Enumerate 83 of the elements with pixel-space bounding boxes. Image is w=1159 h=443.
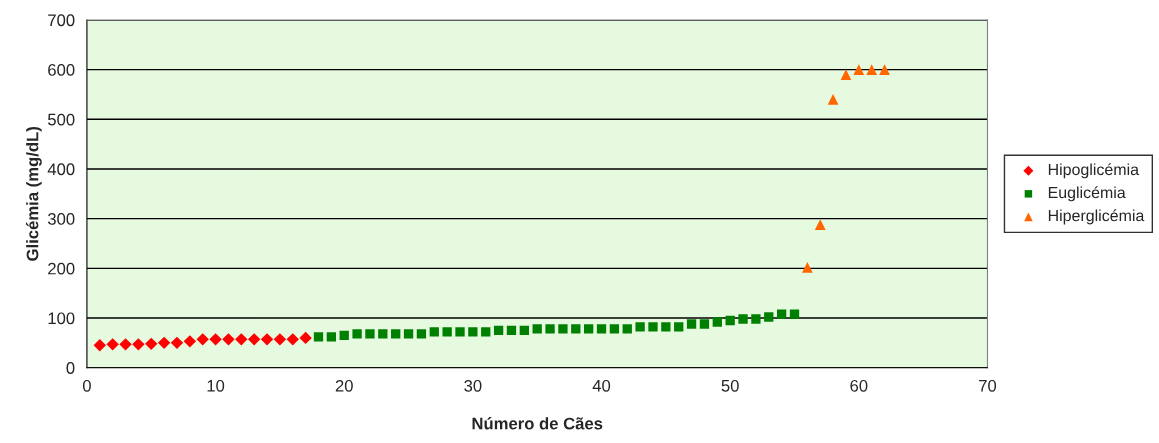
point — [481, 327, 491, 337]
x-tick-label: 20 — [335, 379, 353, 392]
y-axis-title: Glicémia (mg/dL) — [26, 127, 42, 261]
y-tick-label: 300 — [47, 213, 75, 225]
legend-label: Hiperglicémia — [1048, 209, 1145, 225]
point — [222, 333, 235, 346]
y-tick-label: 600 — [48, 64, 75, 76]
point — [442, 327, 452, 337]
y-tick-label: 500 — [47, 113, 75, 126]
point — [801, 261, 813, 273]
point — [299, 331, 312, 345]
y-tick-label: 700 — [48, 14, 75, 27]
point — [273, 333, 287, 346]
point — [209, 333, 222, 346]
point — [814, 219, 826, 230]
x-tick-label: 60 — [850, 379, 868, 392]
x-tick-label: 70 — [979, 379, 997, 392]
point — [661, 322, 671, 332]
point — [235, 333, 248, 346]
point — [455, 327, 465, 337]
point — [93, 339, 106, 352]
point — [622, 324, 632, 334]
point — [260, 333, 274, 346]
y-tick-label: 0 — [66, 362, 75, 374]
x-axis-title: Número de Cães — [472, 417, 603, 430]
point — [712, 317, 722, 327]
x-tick-label: 40 — [592, 379, 611, 392]
point — [764, 312, 774, 322]
point — [391, 329, 401, 339]
point — [648, 322, 658, 332]
point — [699, 319, 710, 329]
point — [378, 329, 388, 339]
point — [840, 69, 852, 80]
point — [609, 324, 620, 334]
point — [519, 325, 529, 336]
point — [674, 322, 684, 332]
point — [352, 329, 362, 339]
y-tick-label: 200 — [48, 262, 75, 275]
point — [879, 64, 890, 75]
point — [196, 333, 209, 346]
point — [416, 329, 427, 339]
point — [468, 327, 478, 337]
point — [313, 332, 324, 342]
point — [183, 335, 197, 348]
point — [326, 332, 337, 342]
point — [506, 325, 517, 336]
point — [725, 315, 735, 326]
point — [596, 324, 607, 334]
point — [106, 338, 119, 351]
point — [429, 327, 439, 337]
point — [635, 322, 645, 332]
point — [545, 324, 555, 334]
point — [119, 338, 132, 351]
point — [145, 337, 158, 351]
point — [339, 330, 349, 341]
point — [866, 64, 878, 75]
point — [403, 329, 414, 339]
point — [132, 338, 145, 351]
point — [532, 324, 542, 334]
x-tick-label: 0 — [82, 379, 91, 392]
point — [157, 336, 171, 350]
point — [751, 314, 761, 324]
legend-label: Hipoglicémia — [1048, 163, 1140, 179]
y-tick-label: 100 — [48, 312, 75, 325]
x-tick-label: 50 — [721, 379, 739, 392]
point — [789, 309, 800, 319]
point — [365, 329, 375, 339]
x-tick-label: 10 — [207, 379, 225, 392]
point — [827, 94, 839, 105]
point — [571, 324, 581, 334]
point — [247, 333, 261, 346]
point — [493, 325, 504, 336]
point — [170, 336, 184, 350]
point — [558, 324, 568, 334]
point — [286, 333, 299, 346]
point — [584, 324, 594, 334]
point — [738, 314, 748, 324]
point — [776, 309, 787, 319]
point — [853, 64, 865, 75]
point — [686, 319, 697, 329]
x-tick-label: 30 — [464, 379, 482, 392]
y-tick-label: 400 — [47, 163, 75, 176]
legend-label: Euglicémia — [1048, 186, 1126, 202]
